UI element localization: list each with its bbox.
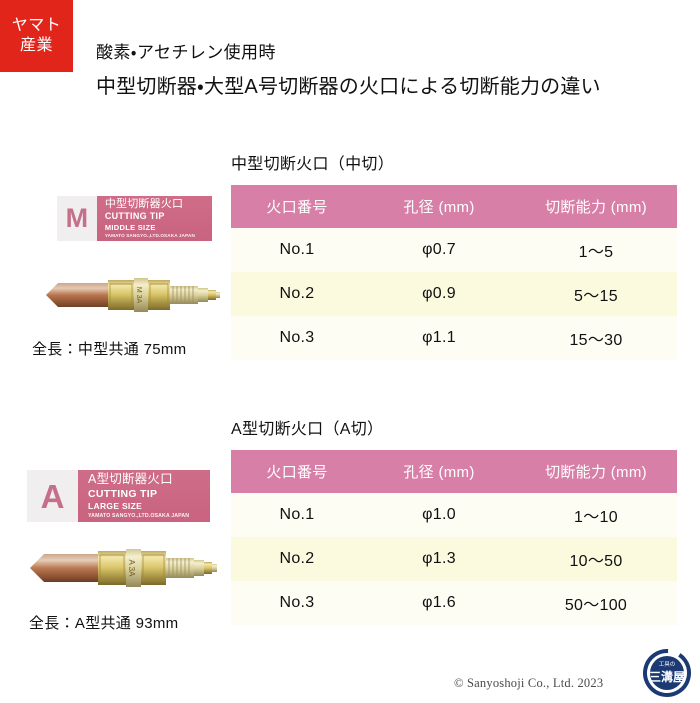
- svg-text:A 3A: A 3A: [127, 560, 136, 578]
- seal-top-text: 工具の: [659, 661, 676, 668]
- cell-tip-number: No.1: [231, 493, 363, 537]
- cell-cutting-capacity: 15〜30: [515, 316, 677, 360]
- table-row: No.3 φ1.1 15〜30: [231, 316, 677, 360]
- page-title: 中型切断器・大型A号切断器の火口による切断能力の違い: [96, 75, 601, 98]
- cell-bore-diameter: φ1.3: [363, 537, 515, 581]
- brand-logo-line1: ヤマト: [11, 17, 62, 35]
- table-header-row: 火口番号 孔径 (mm) 切断能力 (mm): [231, 450, 677, 493]
- column-header-tip-number: 火口番号: [231, 450, 363, 493]
- brand-logo-line2: 産業: [19, 37, 53, 54]
- cell-tip-number: No.3: [231, 581, 363, 625]
- product-photo-middle-cutting-tip: M 3A: [44, 272, 222, 318]
- column-header-cutting-capacity: 切断能力 (mm): [515, 450, 677, 493]
- length-caption-middle: 全長：中型共通 75mm: [32, 341, 187, 358]
- cell-cutting-capacity: 50〜100: [515, 581, 677, 625]
- length-caption-large: 全長：A型共通 93mm: [29, 615, 179, 632]
- column-header-cutting-capacity: 切断能力 (mm): [515, 185, 677, 228]
- table-row: No.2 φ0.9 5〜15: [231, 272, 677, 316]
- product-label-card-middle: M 中型切断器火口 CUTTING TIP MIDDLE SIZE YAMATO…: [57, 196, 212, 241]
- label-en-cutting-tip-middle: CUTTING TIP: [104, 211, 165, 222]
- table-row: No.3 φ1.6 50〜100: [231, 581, 677, 625]
- spec-table-middle: 火口番号 孔径 (mm) 切断能力 (mm) No.1 φ0.7 1〜5 No.…: [231, 185, 677, 360]
- seal-main-text: 三溝屋: [649, 669, 685, 684]
- cell-tip-number: No.3: [231, 316, 363, 360]
- label-en-company-middle: YAMATO SANGYO.,LTD.OSAKA JAPAN: [104, 233, 195, 239]
- section-title-large: A型切断火口（A切）: [231, 421, 384, 438]
- cell-tip-number: No.2: [231, 272, 363, 316]
- label-letter-a: A: [40, 477, 65, 515]
- label-en-size-middle: MIDDLE SIZE: [104, 222, 156, 232]
- table-row: No.1 φ1.0 1〜10: [231, 493, 677, 537]
- cell-tip-number: No.1: [231, 228, 363, 272]
- section-title-middle: 中型切断火口（中切）: [231, 156, 395, 173]
- cell-bore-diameter: φ1.6: [363, 581, 515, 625]
- cutting-tip-illustration-large: A 3A: [30, 549, 217, 587]
- table-row: No.2 φ1.3 10〜50: [231, 537, 677, 581]
- copyright-text: © Sanyoshoji Co., Ltd. 2023: [454, 676, 604, 690]
- column-header-tip-number: 火口番号: [231, 185, 363, 228]
- header-subtitle: 酸素・アセチレン使用時: [96, 43, 276, 62]
- label-letter-box-m: M: [57, 196, 97, 241]
- column-header-bore-diameter: 孔径 (mm): [363, 185, 515, 228]
- cell-bore-diameter: φ1.0: [363, 493, 515, 537]
- cell-cutting-capacity: 1〜10: [515, 493, 677, 537]
- label-en-size-large: LARGE SIZE: [88, 501, 143, 512]
- label-en-cutting-tip-large: CUTTING TIP: [88, 487, 158, 500]
- cell-bore-diameter: φ0.7: [363, 228, 515, 272]
- product-photo-large-cutting-tip: A 3A: [28, 542, 220, 594]
- spec-table-large: 火口番号 孔径 (mm) 切断能力 (mm) No.1 φ1.0 1〜10 No…: [231, 450, 677, 625]
- cutting-tip-illustration-middle: M 3A: [46, 278, 220, 312]
- label-jp-large: A型切断器火口: [88, 471, 173, 486]
- cell-bore-diameter: φ1.1: [363, 316, 515, 360]
- label-letter-m: M: [65, 203, 89, 233]
- label-text-block-middle: 中型切断器火口 CUTTING TIP MIDDLE SIZE YAMATO S…: [96, 196, 212, 241]
- label-letter-box-a: A: [27, 470, 79, 522]
- circular-seal-icon: 工具の 三溝屋: [643, 649, 691, 697]
- table-header-row: 火口番号 孔径 (mm) 切断能力 (mm): [231, 185, 677, 228]
- label-jp-middle: 中型切断器火口: [104, 197, 184, 210]
- document-header: 酸素・アセチレン使用時 中型切断器・大型A号切断器の火口による切断能力の違い: [96, 40, 692, 103]
- label-text-block-large: A型切断器火口 CUTTING TIP LARGE SIZE YAMATO SA…: [78, 470, 210, 522]
- table-row: No.1 φ0.7 1〜5: [231, 228, 677, 272]
- column-header-bore-diameter: 孔径 (mm): [363, 450, 515, 493]
- cell-tip-number: No.2: [231, 537, 363, 581]
- label-en-company-large: YAMATO SANGYO.,LTD.OSAKA JAPAN: [88, 512, 190, 519]
- product-label-card-large: A A型切断器火口 CUTTING TIP LARGE SIZE YAMATO …: [27, 470, 210, 522]
- cell-cutting-capacity: 1〜5: [515, 228, 677, 272]
- sanyoshoji-seal-logo: 工具の 三溝屋: [641, 648, 693, 698]
- brand-logo-yamato: ヤマト 産業: [0, 0, 73, 72]
- cell-bore-diameter: φ0.9: [363, 272, 515, 316]
- svg-text:M 3A: M 3A: [135, 287, 142, 304]
- cell-cutting-capacity: 10〜50: [515, 537, 677, 581]
- cell-cutting-capacity: 5〜15: [515, 272, 677, 316]
